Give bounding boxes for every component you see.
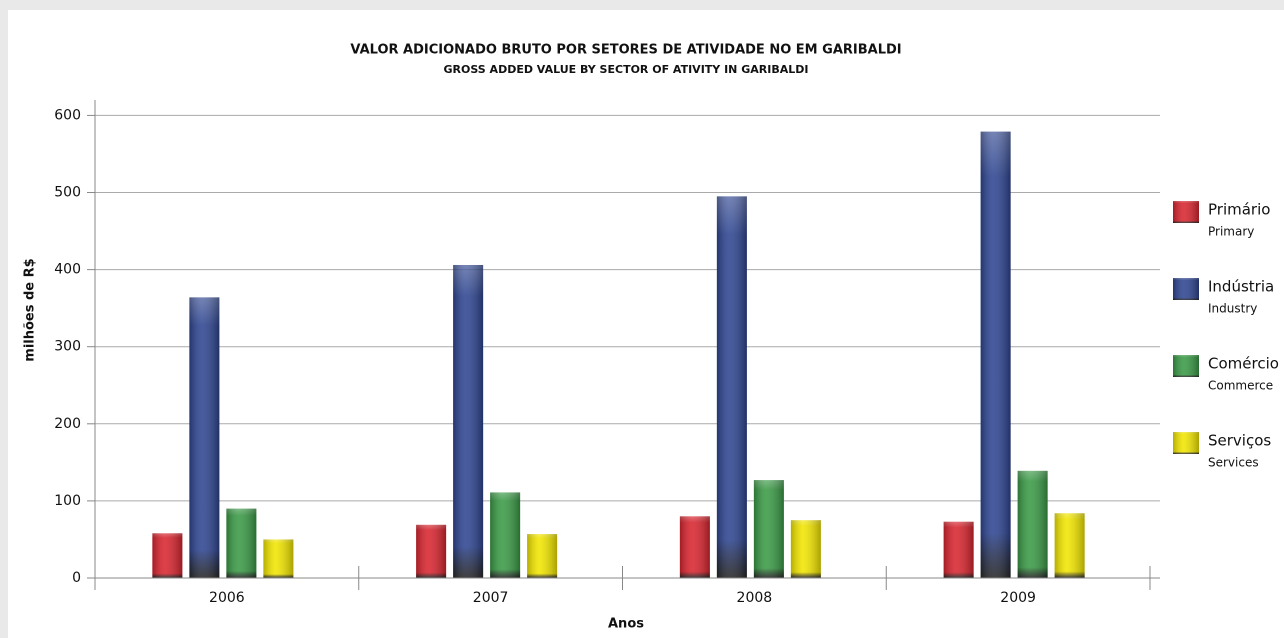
bar-shade	[716, 196, 747, 578]
chart-title: VALOR ADICIONADO BRUTO POR SETORES DE AT…	[350, 43, 901, 58]
bar-shade	[226, 508, 257, 578]
legend-swatch-shade	[1173, 201, 1199, 223]
y-tick-label: 0	[72, 570, 81, 586]
bar-shade	[490, 492, 521, 578]
bar-shade	[943, 521, 974, 578]
y-tick-label: 400	[54, 262, 81, 278]
x-tick-label: 2006	[209, 590, 245, 606]
legend-sublabel: Commerce	[1208, 379, 1273, 393]
bar-shade	[1054, 513, 1085, 578]
y-tick-label: 500	[54, 185, 81, 201]
y-axis-label: milhões de R$	[23, 258, 38, 361]
bar-shade	[527, 534, 558, 578]
legend-sublabel: Primary	[1208, 225, 1254, 239]
legend-label: Primário	[1208, 201, 1270, 219]
y-tick-label: 600	[54, 107, 81, 123]
bar-shade	[263, 539, 294, 578]
legend-swatch-shade	[1173, 278, 1199, 300]
x-axis-label: Anos	[608, 617, 644, 632]
bar-shade	[1017, 470, 1048, 578]
bar-shade	[790, 520, 821, 578]
legend-sublabel: Services	[1208, 456, 1259, 470]
chart-subtitle: GROSS ADDED VALUE BY SECTOR OF ATIVITY I…	[444, 63, 809, 76]
bar-shade	[980, 131, 1011, 578]
bar-shade	[679, 516, 710, 578]
legend-swatch-shade	[1173, 432, 1199, 454]
bar-shade	[189, 297, 220, 578]
legend-label: Indústria	[1208, 278, 1274, 296]
x-tick-label: 2007	[473, 590, 509, 606]
y-tick-label: 300	[54, 339, 81, 355]
legend-label: Comércio	[1208, 355, 1279, 373]
bar-shade	[152, 533, 183, 578]
bar-shade	[416, 524, 447, 578]
x-tick-label: 2008	[737, 590, 773, 606]
y-tick-label: 200	[54, 416, 81, 432]
x-tick-label: 2009	[1000, 590, 1036, 606]
bar-shade	[453, 264, 484, 578]
legend-swatch-shade	[1173, 355, 1199, 377]
legend-sublabel: Industry	[1208, 302, 1257, 316]
legend-label: Serviços	[1208, 432, 1271, 450]
y-tick-label: 100	[54, 493, 81, 509]
bar-shade	[753, 480, 784, 578]
